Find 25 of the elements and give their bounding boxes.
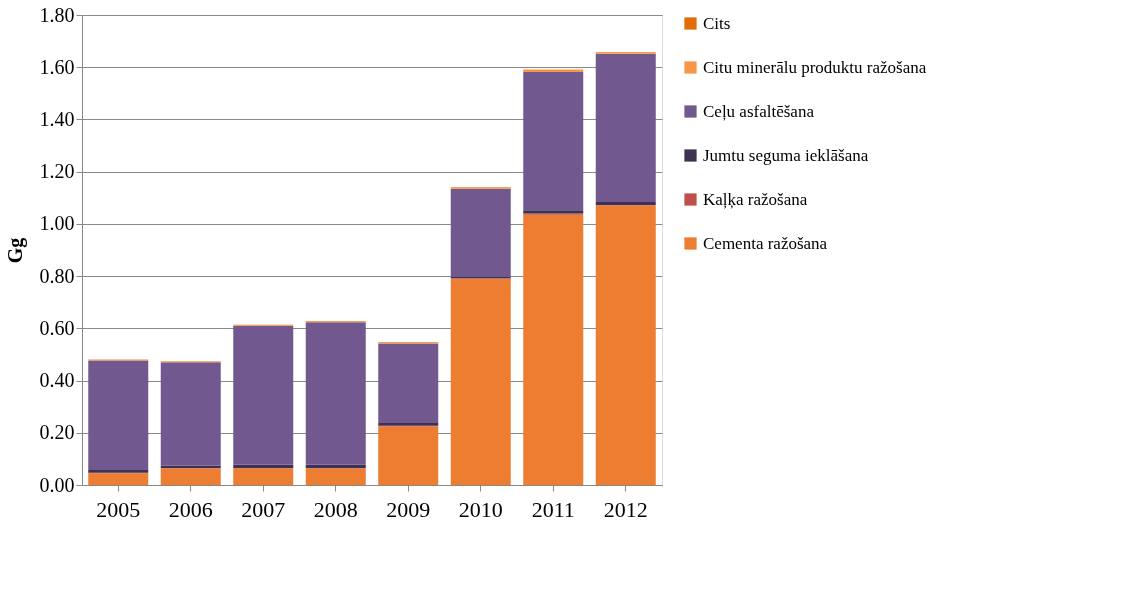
legend-label: Ceļu asfaltēšana	[703, 101, 815, 121]
y-axis-title: Gg	[3, 237, 27, 264]
y-tick-label: 0.00	[39, 473, 75, 496]
x-tick-label: 2007	[241, 496, 286, 522]
legend-label: Cits	[703, 13, 731, 33]
y-tick-label: 0.20	[39, 421, 75, 444]
legend-label: Jumtu seguma ieklāšana	[703, 145, 869, 165]
y-tick-label: 1.20	[39, 160, 75, 183]
legend-label: Cementa ražošana	[703, 233, 828, 253]
x-tick-label: 2005	[96, 496, 141, 522]
y-tick-label: 1.80	[39, 3, 75, 26]
y-tick-label: 0.60	[39, 316, 75, 339]
x-tick-label: 2010	[458, 496, 503, 522]
y-tick-label: 0.80	[39, 264, 75, 287]
x-tick-label: 2006	[168, 496, 213, 522]
y-tick-label: 0.40	[39, 369, 75, 392]
x-tick-label: 2008	[313, 496, 358, 522]
y-tick-label: 1.60	[39, 55, 75, 78]
legend-label: Kaļķa ražošana	[703, 189, 808, 209]
x-tick-label: 2011	[531, 496, 575, 522]
x-tick-label: 2012	[603, 496, 648, 522]
legend-label: Citu minerālu produktu ražošana	[703, 57, 927, 77]
y-tick-label: 1.40	[39, 107, 75, 130]
x-tick-label: 2009	[386, 496, 431, 522]
y-tick-label: 1.00	[39, 212, 75, 235]
